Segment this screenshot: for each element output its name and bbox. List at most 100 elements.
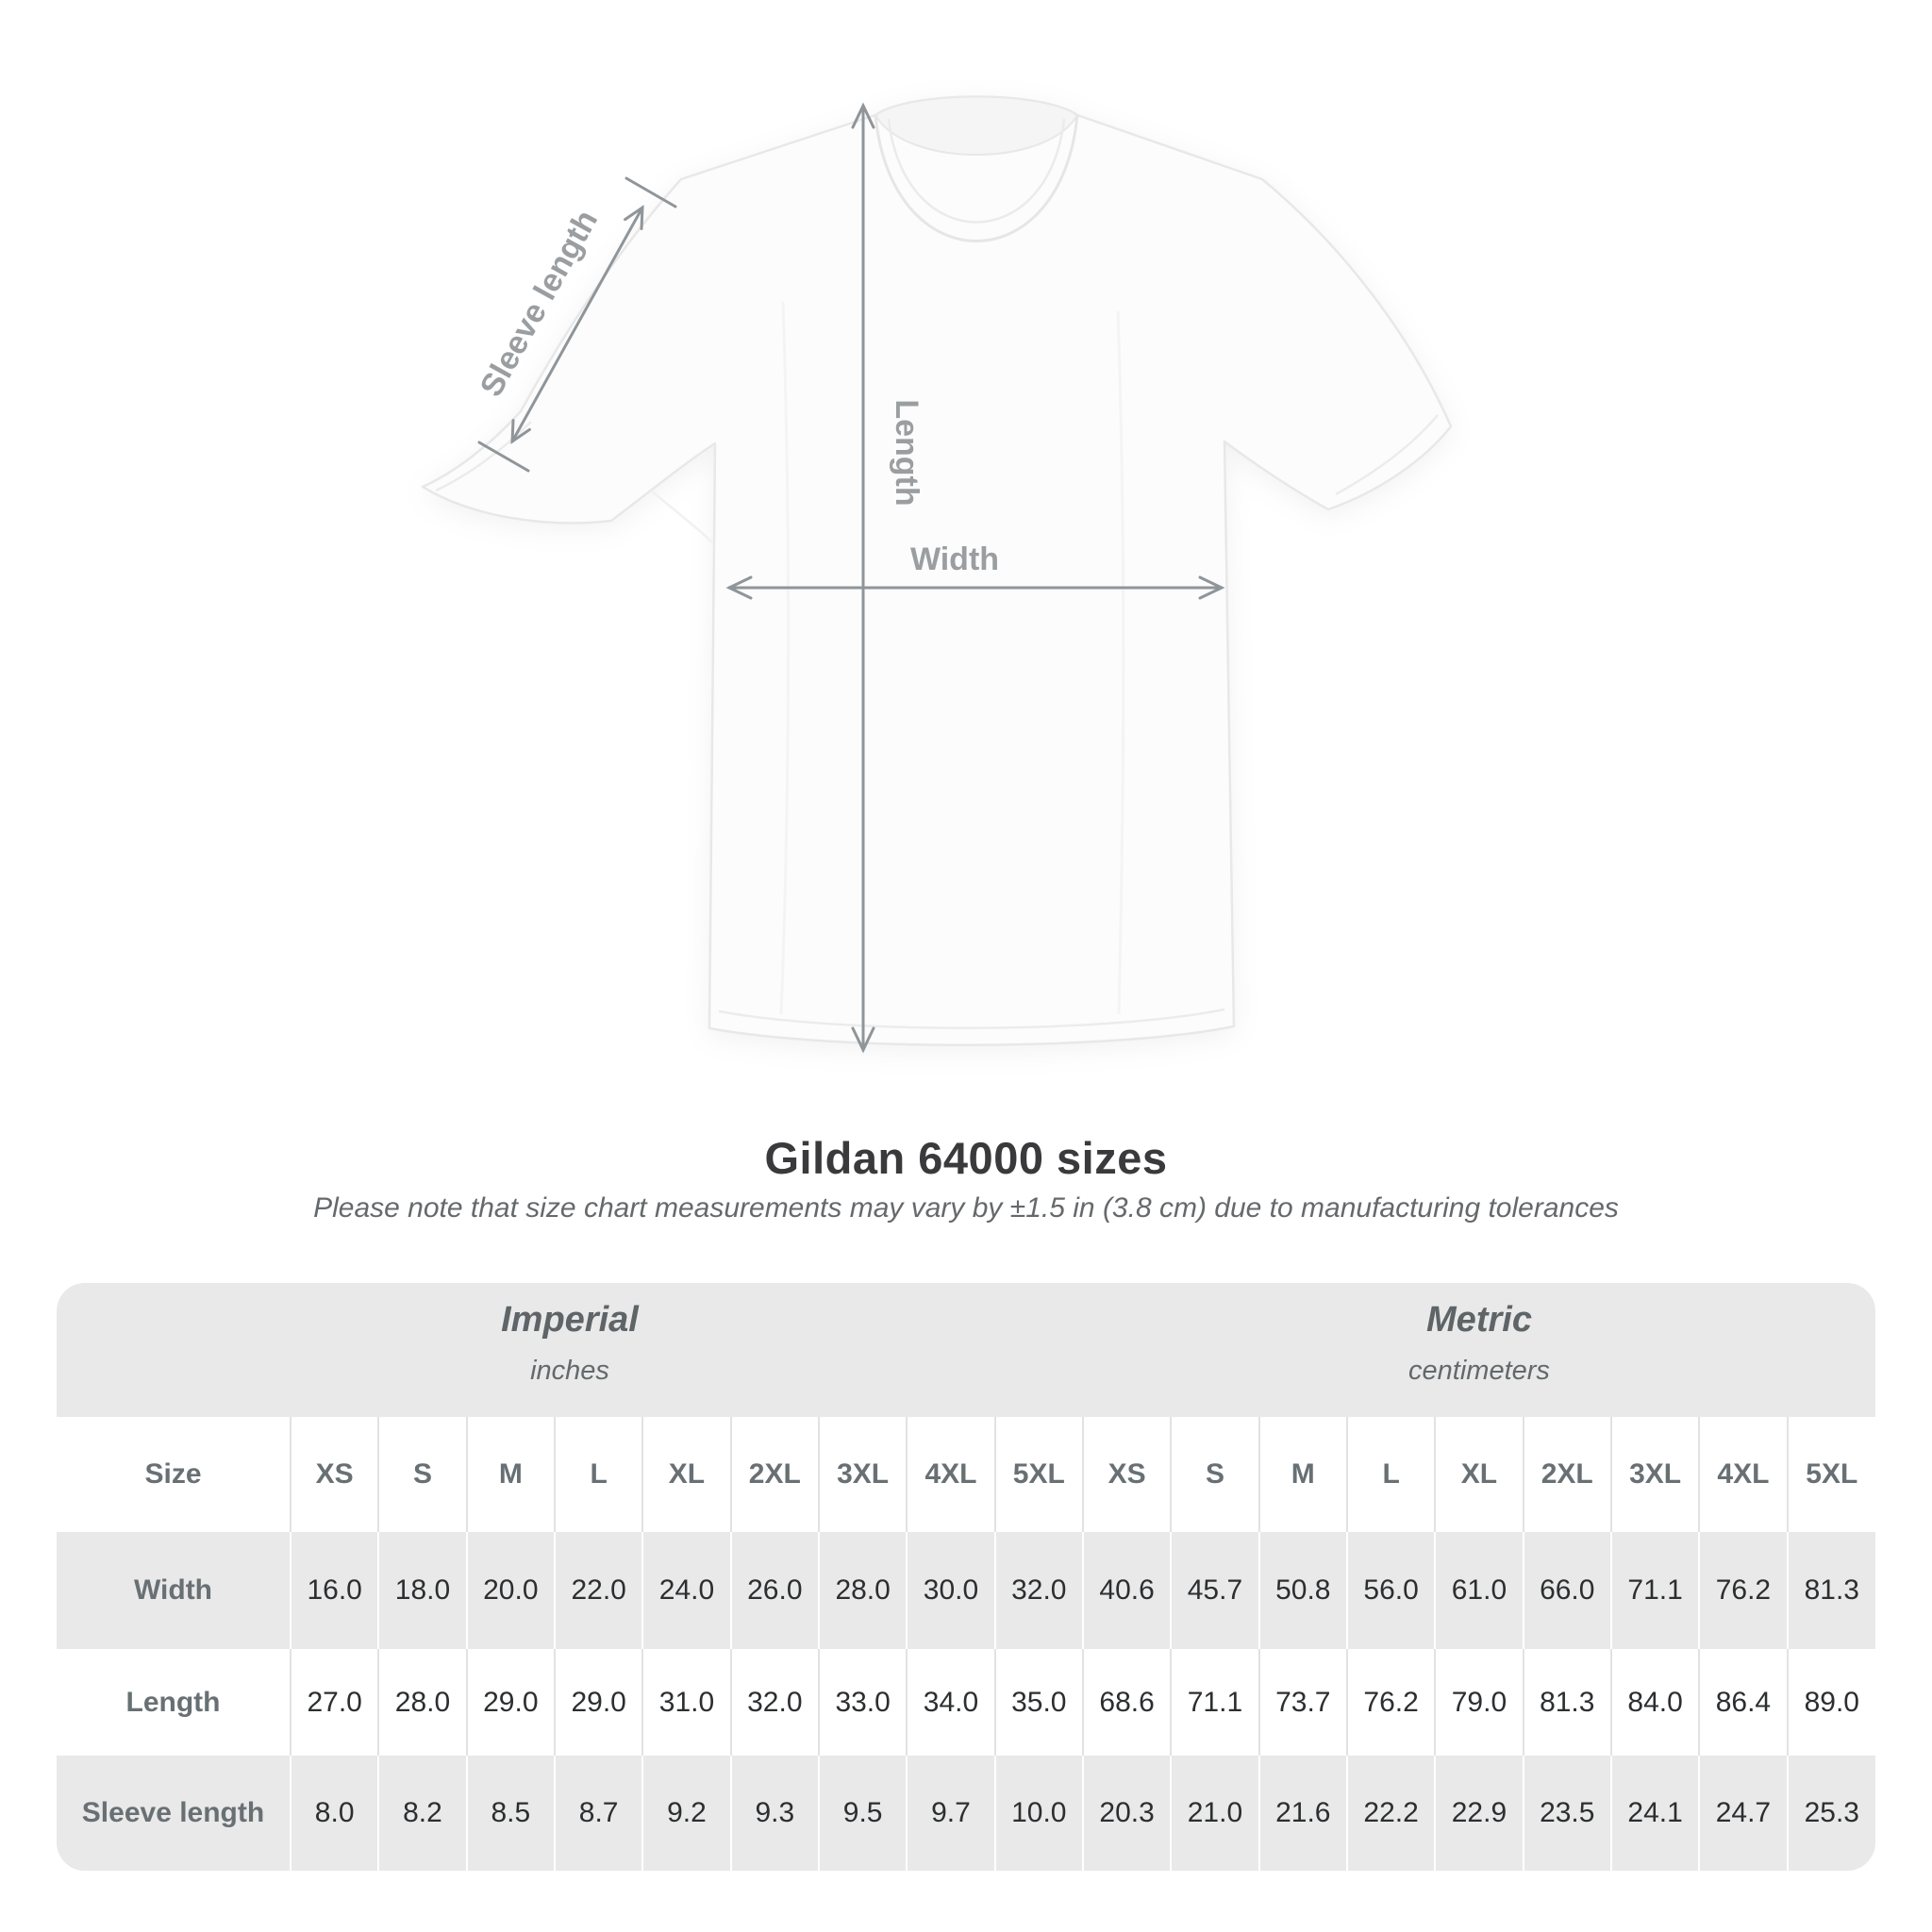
measurement-cell: 21.6 — [1257, 1756, 1347, 1871]
table-row-length: Length 27.0 28.0 29.0 29.0 31.0 32.0 33.… — [57, 1649, 1875, 1756]
measurement-cell: 8.0 — [289, 1756, 379, 1871]
measurement-cell: 76.2 — [1698, 1532, 1788, 1649]
measurement-cell: 27.0 — [289, 1649, 379, 1756]
measurement-cell: 25.3 — [1786, 1756, 1875, 1871]
measurement-cell: 33.0 — [817, 1649, 908, 1756]
row-label: Length — [125, 1686, 221, 1718]
measurement-cell: 40.6 — [1081, 1532, 1172, 1649]
size-column-header: XL — [1434, 1417, 1524, 1532]
page-title: Gildan 64000 sizes — [764, 1133, 1168, 1183]
measurement-cell: 24.7 — [1698, 1756, 1788, 1871]
left-sleeve-seam — [435, 421, 532, 492]
size-grid: Size XS S M L XL 2XL 3XL 4XL 5XL XS S M … — [57, 1417, 1875, 1871]
measurement-cell: 30.0 — [906, 1532, 995, 1649]
collar-outer-seam — [874, 114, 1079, 242]
size-column-header: 3XL — [1609, 1417, 1700, 1532]
measurement-cell: 20.0 — [465, 1532, 555, 1649]
imperial-subtitle: inches — [530, 1356, 609, 1386]
measurement-cell: 68.6 — [1081, 1649, 1172, 1756]
measurement-cell: 81.3 — [1522, 1649, 1611, 1756]
measurement-cell: 56.0 — [1345, 1532, 1436, 1649]
measurement-cell: 32.0 — [993, 1532, 1083, 1649]
measurement-cell: 45.7 — [1170, 1532, 1259, 1649]
size-column-header: 4XL — [1698, 1417, 1788, 1532]
measurement-cell: 61.0 — [1434, 1532, 1524, 1649]
measurement-cell: 71.1 — [1609, 1532, 1700, 1649]
hem-seam — [718, 1008, 1225, 1029]
measurement-cell: 29.0 — [465, 1649, 555, 1756]
measurement-cell: 8.7 — [553, 1756, 643, 1871]
measurement-cell: 89.0 — [1786, 1649, 1875, 1756]
measurement-cell: 86.4 — [1698, 1649, 1788, 1756]
unit-group-metric: Metric centimeters — [1083, 1283, 1875, 1417]
measurement-cell: 50.8 — [1257, 1532, 1347, 1649]
measurement-cell: 9.3 — [729, 1756, 819, 1871]
measurement-cell: 84.0 — [1609, 1649, 1700, 1756]
size-column-header: M — [465, 1417, 555, 1532]
measurement-cell: 73.7 — [1257, 1649, 1347, 1756]
measurement-cell: 9.2 — [641, 1756, 731, 1871]
measurement-cell: 34.0 — [906, 1649, 995, 1756]
metric-subtitle: centimeters — [1408, 1356, 1550, 1386]
width-label: Width — [910, 541, 999, 577]
size-column-header: S — [377, 1417, 467, 1532]
size-column-header: 2XL — [729, 1417, 819, 1532]
size-column-header: XS — [289, 1417, 379, 1532]
measurement-cell: 9.5 — [817, 1756, 908, 1871]
size-table: Imperial inches Metric centimeters Size … — [57, 1283, 1875, 1871]
measurement-cell: 16.0 — [289, 1532, 379, 1649]
measurement-cell: 22.9 — [1434, 1756, 1524, 1871]
measurement-cell: 32.0 — [729, 1649, 819, 1756]
measurement-cell: 29.0 — [553, 1649, 643, 1756]
measurement-cell: 22.0 — [553, 1532, 643, 1649]
measurement-cell: 79.0 — [1434, 1649, 1524, 1756]
measurement-cell: 8.5 — [465, 1756, 555, 1871]
imperial-title: Imperial — [501, 1300, 639, 1340]
length-arrow — [851, 102, 875, 1054]
measurement-cell: 28.0 — [377, 1649, 467, 1756]
measurement-cell: 22.2 — [1345, 1756, 1436, 1871]
size-column-header: 5XL — [993, 1417, 1083, 1532]
metric-title: Metric — [1426, 1300, 1532, 1340]
sleeve-length-arrow — [477, 176, 677, 473]
unit-group-imperial: Imperial inches — [57, 1283, 1083, 1417]
row-label: Width — [133, 1574, 213, 1606]
size-column-header: XL — [641, 1417, 731, 1532]
size-column-header: M — [1257, 1417, 1347, 1532]
tshirt-body — [421, 95, 1453, 1046]
row-label: Sleeve length — [81, 1797, 265, 1828]
size-column-header: L — [1345, 1417, 1436, 1532]
measurement-cell: 31.0 — [641, 1649, 731, 1756]
measurement-cell: 71.1 — [1170, 1649, 1259, 1756]
unit-band: Imperial inches Metric centimeters — [57, 1283, 1875, 1417]
size-column-header: 5XL — [1786, 1417, 1875, 1532]
page-subtitle: Please note that size chart measurements… — [313, 1192, 1619, 1224]
measurement-cell: 28.0 — [817, 1532, 908, 1649]
fabric-crease — [779, 301, 791, 1015]
tshirt-illustration — [421, 95, 1453, 1046]
measurement-cell: 76.2 — [1345, 1649, 1436, 1756]
measurement-cell: 35.0 — [993, 1649, 1083, 1756]
measurement-cell: 26.0 — [729, 1532, 819, 1649]
measurement-cell: 10.0 — [993, 1756, 1083, 1871]
size-header-row: Size XS S M L XL 2XL 3XL 4XL 5XL XS S M … — [57, 1417, 1875, 1532]
size-column-header: 4XL — [906, 1417, 995, 1532]
measurement-cell: 24.0 — [641, 1532, 731, 1649]
table-row-width: Width 16.0 18.0 20.0 22.0 24.0 26.0 28.0… — [57, 1532, 1875, 1649]
tshirt-diagram: Sleeve length Length Width — [421, 95, 1453, 1054]
measurement-cell: 81.3 — [1786, 1532, 1875, 1649]
size-column-header: L — [553, 1417, 643, 1532]
fabric-crease — [1116, 310, 1125, 1015]
measurement-cell: 8.2 — [377, 1756, 467, 1871]
fabric-crease — [650, 490, 713, 543]
measurement-cell: 18.0 — [377, 1532, 467, 1649]
size-column-header: 3XL — [817, 1417, 908, 1532]
size-column-header: XS — [1081, 1417, 1172, 1532]
measurement-cell: 21.0 — [1170, 1756, 1259, 1871]
measurement-cell: 20.3 — [1081, 1756, 1172, 1871]
measurement-cell: 24.1 — [1609, 1756, 1700, 1871]
measurement-cell: 23.5 — [1522, 1756, 1611, 1871]
table-row-sleeve-length: Sleeve length 8.0 8.2 8.5 8.7 9.2 9.3 9.… — [57, 1756, 1875, 1871]
corner-header: Size — [144, 1458, 202, 1490]
